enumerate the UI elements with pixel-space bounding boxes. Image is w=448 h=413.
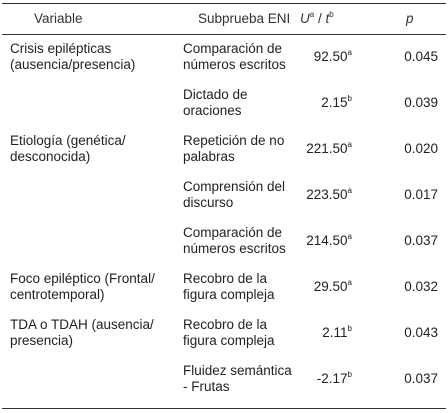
- subtest-line: Dictado de: [183, 87, 248, 102]
- variable-cell: Etiología (genética/desconocida): [10, 133, 126, 165]
- subtest-line: Fluidez semántica: [183, 363, 292, 378]
- stat-t-sup: b: [329, 10, 334, 19]
- header-variable: Variable: [34, 11, 83, 26]
- stat-marker: a: [347, 48, 352, 57]
- stat-u: U: [300, 11, 310, 26]
- subtest-line: figura compleja: [183, 333, 275, 348]
- variable-line: desconocida): [10, 149, 91, 164]
- subtest-cell: Recobro de la figura compleja: [183, 271, 275, 303]
- variable-line: (ausencia/presencia): [10, 57, 136, 72]
- header-p: p: [406, 11, 414, 27]
- stat-marker: a: [347, 232, 352, 241]
- subtest-cell: Comprensión del discurso: [183, 179, 285, 211]
- stat-cell: 29.50a: [314, 279, 352, 295]
- stat-value: 221.50: [306, 141, 348, 156]
- variable-cell: TDA o TDAH (ausencia/presencia): [10, 317, 154, 349]
- stat-value: 29.50: [313, 279, 348, 294]
- stat-cell: 2.11b: [322, 325, 352, 341]
- variable-cell: Crisis epilépticas (ausencia/presencia): [10, 41, 135, 73]
- stat-value: -2.17: [316, 371, 348, 386]
- p-cell: 0.039: [404, 95, 438, 110]
- stat-cell: -2.17b: [317, 371, 352, 387]
- subtest-line: palabras: [183, 149, 235, 164]
- header-subtest: Subprueba ENI: [198, 11, 291, 26]
- subtest-line: oraciones: [183, 103, 242, 118]
- variable-line: TDA o TDAH (ausencia/: [10, 317, 154, 332]
- stat-u-sup: a: [309, 10, 315, 19]
- subtest-cell: Comparación de números escritos: [183, 41, 286, 73]
- subtest-line: números escritos: [183, 241, 286, 256]
- subtest-line: Comparación de: [183, 41, 283, 56]
- subtest-line: Comparación de: [183, 225, 283, 240]
- subtest-cell: Fluidez semántica - Frutas: [183, 363, 292, 395]
- p-label: p: [406, 11, 414, 26]
- stat-value: 214.50: [306, 233, 348, 248]
- stat-value: 2.11: [322, 325, 348, 340]
- p-cell: 0.037: [404, 233, 438, 248]
- stat-cell: 221.50a: [306, 141, 352, 157]
- stat-marker: a: [347, 186, 352, 195]
- subtest-line: Recobro de la: [183, 271, 268, 286]
- stat-sep: /: [317, 11, 322, 26]
- subtest-line: Recobro de la: [183, 317, 268, 332]
- stat-cell: 214.50a: [306, 233, 352, 249]
- variable-line: presencia): [10, 333, 74, 348]
- stat-value: 92.50: [313, 49, 348, 64]
- p-cell: 0.045: [404, 49, 438, 64]
- p-cell: 0.032: [404, 279, 438, 294]
- stat-marker: b: [347, 324, 352, 333]
- header-rule: [2, 34, 446, 35]
- top-rule: [2, 3, 446, 4]
- variable-cell: Foco epiléptico (Frontal/centrotemporal): [10, 271, 155, 303]
- p-cell: 0.017: [404, 187, 438, 202]
- stat-cell: 223.50a: [306, 187, 352, 203]
- stat-value: 2.15: [321, 95, 348, 110]
- stat-marker: a: [347, 140, 352, 149]
- subtest-line: números escritos: [183, 57, 286, 72]
- stat-value: 223.50: [306, 187, 348, 202]
- stat-t: t: [325, 11, 330, 26]
- subtest-cell: Recobro de la figura compleja: [183, 317, 275, 349]
- header-stat: Ua / tb: [300, 11, 334, 27]
- subtest-cell: Comparación de números escritos: [183, 225, 286, 257]
- variable-line: Foco epiléptico (Frontal/: [10, 271, 155, 286]
- variable-line: centrotemporal): [10, 287, 105, 302]
- subtest-line: Comprensión del: [183, 179, 286, 194]
- stat-marker: a: [347, 278, 352, 287]
- stat-cell: 92.50a: [314, 49, 352, 65]
- subtest-line: discurso: [183, 195, 234, 210]
- subtest-cell: Repetición de no palabras: [183, 133, 284, 165]
- subtest-line: figura compleja: [183, 287, 275, 302]
- variable-line: Crisis epilépticas: [10, 41, 112, 56]
- p-cell: 0.020: [404, 141, 438, 156]
- subtest-line: Repetición de no: [183, 133, 285, 148]
- p-cell: 0.037: [404, 371, 438, 386]
- subtest-line: - Frutas: [183, 379, 230, 394]
- stat-cell: 2.15b: [321, 95, 352, 111]
- p-cell: 0.043: [404, 325, 438, 340]
- subtest-cell: Dictado de oraciones: [183, 87, 248, 119]
- stat-marker: b: [347, 370, 352, 379]
- variable-line: Etiología (genética/: [10, 133, 126, 148]
- stat-marker: b: [347, 94, 352, 103]
- bottom-rule: [2, 408, 446, 409]
